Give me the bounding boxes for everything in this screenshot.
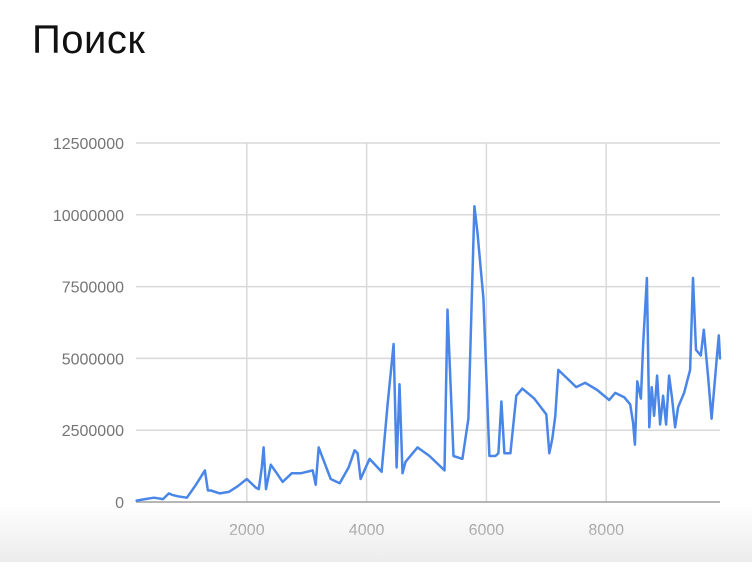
x-tick-label: 6000 bbox=[469, 522, 505, 539]
series-line bbox=[135, 204, 722, 502]
x-tick-label: 4000 bbox=[349, 522, 385, 539]
y-tick-label: 7500000 bbox=[62, 280, 124, 297]
y-tick-label: 5000000 bbox=[62, 351, 124, 368]
page-title: Поиск bbox=[32, 18, 146, 62]
y-tick-label: 0 bbox=[115, 495, 124, 512]
y-tick-label: 2500000 bbox=[62, 423, 124, 440]
y-tick-label: 10000000 bbox=[53, 208, 124, 225]
x-tick-label: 8000 bbox=[588, 522, 624, 539]
x-tick-label: 2000 bbox=[229, 522, 265, 539]
y-tick-label: 12500000 bbox=[53, 136, 124, 153]
